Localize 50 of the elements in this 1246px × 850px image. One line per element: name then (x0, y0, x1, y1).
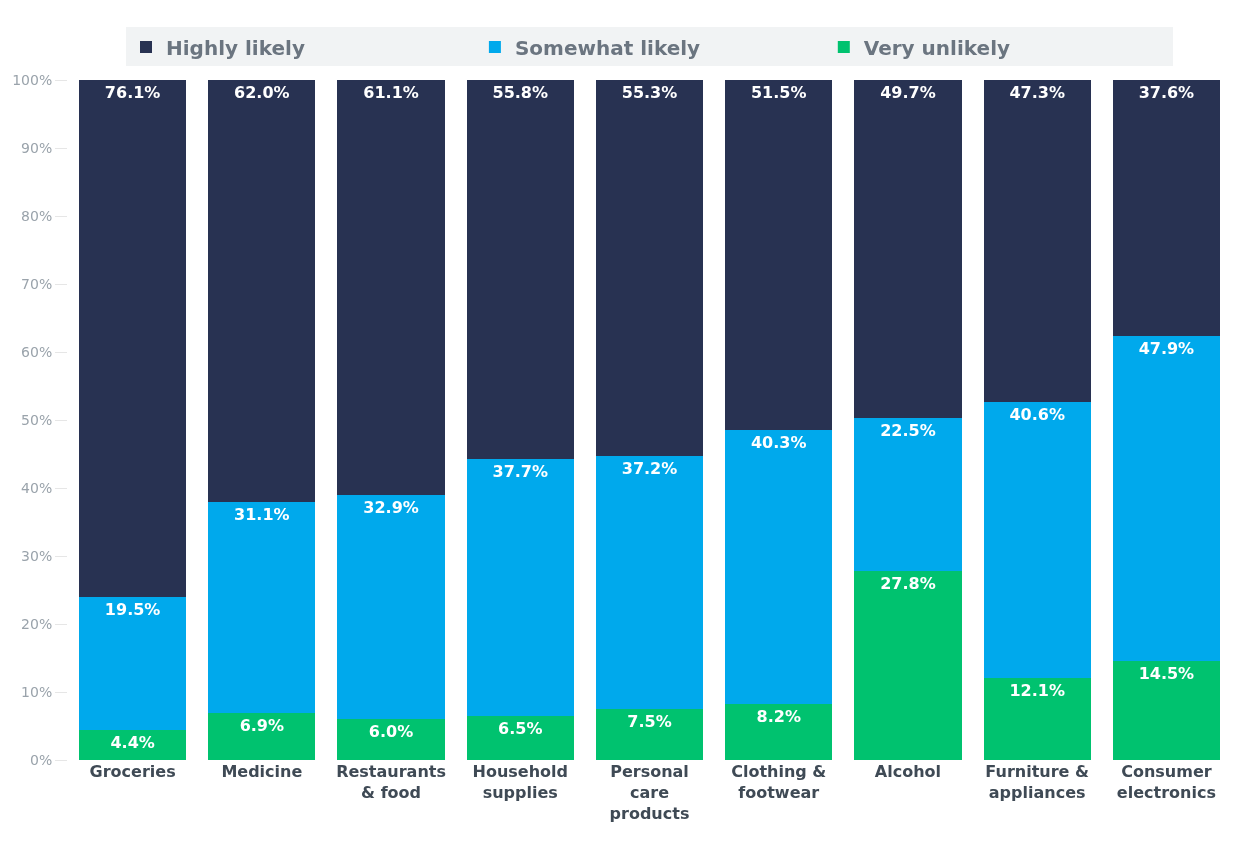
data-label: 49.7% (880, 83, 936, 102)
x-tick-label: Consumer electronics (1116, 762, 1216, 802)
y-tick-label: 40% (21, 479, 53, 496)
x-tick-label: Restaurants & food (336, 762, 446, 802)
y-tick-label: 90% (21, 139, 53, 156)
data-label: 8.2% (756, 707, 801, 727)
data-label: 31.1% (234, 504, 290, 524)
data-label: 6.9% (239, 716, 285, 736)
legend-label: Highly likely (166, 35, 305, 60)
data-label: 37.6% (1138, 83, 1195, 102)
data-label: 40.6% (1009, 404, 1065, 424)
y-tick-label: 80% (21, 207, 53, 224)
y-tick-label: 20% (21, 615, 53, 632)
data-label: 14.5% (1138, 664, 1195, 684)
data-label: 7.5% (627, 712, 672, 731)
data-label: 51.5% (750, 83, 807, 102)
data-label: 22.5% (880, 420, 936, 440)
data-label: 6.0% (368, 722, 414, 742)
x-tick-label: Clothing & footwear (731, 762, 827, 802)
x-tick-label: Personal care products (609, 762, 690, 823)
data-label: 62.0% (234, 83, 290, 102)
legend-label: Somewhat likely (514, 35, 701, 60)
x-tick-label: Alcohol (874, 762, 942, 781)
x-tick-label: Groceries (89, 762, 176, 781)
y-tick-label: 60% (21, 343, 53, 360)
data-label: 6.5% (498, 718, 543, 738)
data-label: 55.8% (492, 83, 549, 102)
x-tick-label: Medicine (221, 762, 303, 781)
data-label: 40.3% (750, 433, 807, 453)
y-tick-label: 50% (21, 411, 53, 428)
data-label: 55.3% (621, 83, 678, 102)
x-tick-label: Household supplies (472, 762, 569, 802)
data-label: 47.3% (1009, 83, 1065, 102)
data-label: 4.4% (110, 733, 155, 753)
y-tick-label: 100% (12, 71, 53, 88)
legend-label: Very unlikely (863, 35, 1011, 60)
y-tick-label: 10% (21, 683, 53, 700)
x-tick-label: Furniture & appliances (985, 762, 1090, 802)
data-label: 12.1% (1009, 680, 1065, 700)
y-tick-label: 30% (21, 547, 53, 564)
data-label: 61.1% (363, 83, 419, 102)
data-label: 76.1% (104, 83, 161, 102)
y-tick-label: 70% (21, 275, 53, 292)
data-label: 19.5% (104, 600, 161, 620)
data-label: 37.2% (621, 459, 678, 479)
data-label: 37.7% (492, 462, 549, 482)
data-label: 47.9% (1138, 338, 1195, 358)
data-label: 27.8% (880, 573, 936, 593)
data-label: 32.9% (363, 498, 419, 518)
y-tick-label: 0% (29, 751, 53, 768)
